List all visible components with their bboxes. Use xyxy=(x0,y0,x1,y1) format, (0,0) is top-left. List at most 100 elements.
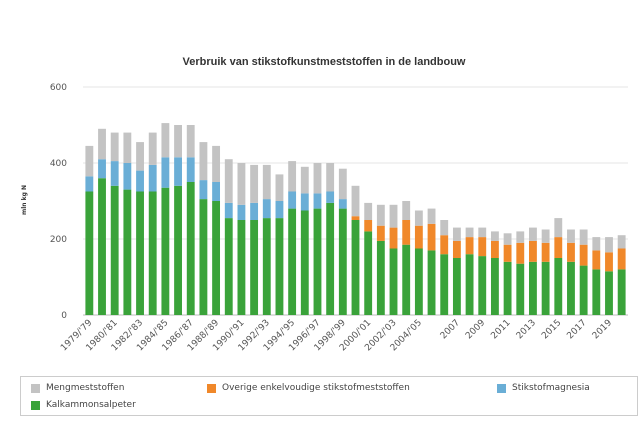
bar-segment[interactable] xyxy=(440,220,449,236)
bar-segment[interactable] xyxy=(98,128,106,160)
bar-segment[interactable] xyxy=(275,218,284,315)
bar-segment[interactable] xyxy=(199,142,208,181)
bar-segment[interactable] xyxy=(490,240,499,258)
bar-segment[interactable] xyxy=(174,125,182,158)
bar-segment[interactable] xyxy=(465,227,474,238)
bar-segment[interactable] xyxy=(402,201,411,220)
bar-segment[interactable] xyxy=(300,210,309,316)
bar-segment[interactable] xyxy=(161,157,170,188)
bar-segment[interactable] xyxy=(567,242,575,262)
bar-segment[interactable] xyxy=(414,210,423,226)
bar-segment[interactable] xyxy=(326,191,335,203)
bar-segment[interactable] xyxy=(110,161,119,186)
bar-segment[interactable] xyxy=(414,225,423,249)
bar-segment[interactable] xyxy=(617,248,626,270)
bar-segment[interactable] xyxy=(605,271,613,315)
bar-segment[interactable] xyxy=(389,204,398,228)
bar-segment[interactable] xyxy=(110,132,119,162)
bar-segment[interactable] xyxy=(402,220,411,245)
bar-segment[interactable] xyxy=(541,229,550,243)
bar-segment[interactable] xyxy=(592,237,601,251)
bar-segment[interactable] xyxy=(237,163,246,205)
bar-segment[interactable] xyxy=(490,231,499,241)
bar-segment[interactable] xyxy=(262,199,271,219)
bar-segment[interactable] xyxy=(554,218,563,238)
bar-segment[interactable] xyxy=(250,220,259,315)
bar-segment[interactable] xyxy=(300,193,309,211)
bar-segment[interactable] xyxy=(579,229,588,245)
bar-segment[interactable] xyxy=(351,185,360,217)
bar-segment[interactable] xyxy=(516,231,525,243)
bar-segment[interactable] xyxy=(503,244,512,262)
bar-segment[interactable] xyxy=(351,216,360,220)
bar-segment[interactable] xyxy=(123,132,132,163)
bar-segment[interactable] xyxy=(605,237,613,253)
bar-segment[interactable] xyxy=(490,258,499,315)
bar-segment[interactable] xyxy=(300,166,309,194)
bar-segment[interactable] xyxy=(364,231,373,315)
bar-segment[interactable] xyxy=(579,244,588,266)
bar-segment[interactable] xyxy=(567,229,575,243)
bar-segment[interactable] xyxy=(605,252,613,272)
bar-segment[interactable] xyxy=(224,202,233,219)
bar-segment[interactable] xyxy=(275,174,284,201)
bar-segment[interactable] xyxy=(174,185,182,315)
bar-segment[interactable] xyxy=(503,261,512,315)
bar-segment[interactable] xyxy=(250,202,259,220)
bar-segment[interactable] xyxy=(237,204,246,220)
bar-segment[interactable] xyxy=(516,242,525,264)
bar-segment[interactable] xyxy=(389,227,398,249)
bar-segment[interactable] xyxy=(427,250,436,315)
bar-segment[interactable] xyxy=(617,235,626,249)
bar-segment[interactable] xyxy=(452,240,461,258)
bar-segment[interactable] xyxy=(567,261,575,315)
bar-segment[interactable] xyxy=(123,163,132,190)
bar-segment[interactable] xyxy=(288,191,297,209)
bar-segment[interactable] xyxy=(224,159,233,203)
bar-segment[interactable] xyxy=(148,164,157,192)
bar-segment[interactable] xyxy=(465,254,474,315)
bar-segment[interactable] xyxy=(199,180,208,200)
bar-segment[interactable] xyxy=(136,170,144,192)
bar-segment[interactable] xyxy=(212,182,221,201)
bar-segment[interactable] xyxy=(338,208,347,315)
bar-segment[interactable] xyxy=(199,199,208,315)
bar-segment[interactable] xyxy=(478,237,487,257)
bar-segment[interactable] xyxy=(123,189,132,315)
bar-segment[interactable] xyxy=(541,242,550,262)
bar-segment[interactable] xyxy=(554,237,563,258)
legend-item-kalkammonsalpeter[interactable]: Kalkammonsalpeter xyxy=(31,400,136,410)
bar-segment[interactable] xyxy=(592,250,601,270)
bar-segment[interactable] xyxy=(313,208,322,315)
bar-segment[interactable] xyxy=(541,261,550,315)
bar-segment[interactable] xyxy=(186,157,195,182)
bar-segment[interactable] xyxy=(250,164,259,203)
bar-segment[interactable] xyxy=(85,145,94,177)
legend-item-overige-enkelvoudige[interactable]: Overige enkelvoudige stikstofmeststoffen xyxy=(207,383,410,393)
bar-segment[interactable] xyxy=(85,176,94,192)
bar-segment[interactable] xyxy=(161,123,170,158)
bar-segment[interactable] xyxy=(427,208,436,224)
bar-segment[interactable] xyxy=(529,240,537,262)
bar-segment[interactable] xyxy=(452,258,461,315)
bar-segment[interactable] xyxy=(465,237,474,255)
bar-segment[interactable] xyxy=(529,227,537,241)
bar-segment[interactable] xyxy=(212,145,221,182)
bar-segment[interactable] xyxy=(313,193,322,209)
bar-segment[interactable] xyxy=(288,161,297,192)
bar-segment[interactable] xyxy=(148,191,157,316)
bar-segment[interactable] xyxy=(161,187,170,315)
bar-segment[interactable] xyxy=(338,199,347,209)
bar-segment[interactable] xyxy=(186,125,195,158)
bar-segment[interactable] xyxy=(85,191,94,316)
bar-segment[interactable] xyxy=(554,258,563,315)
bar-segment[interactable] xyxy=(529,261,537,315)
bar-segment[interactable] xyxy=(98,159,106,179)
bar-segment[interactable] xyxy=(174,157,182,186)
bar-segment[interactable] xyxy=(98,178,106,315)
bar-segment[interactable] xyxy=(275,201,284,219)
bar-segment[interactable] xyxy=(237,220,246,315)
bar-segment[interactable] xyxy=(313,163,322,194)
legend-item-stikstofmagnesia[interactable]: Stikstofmagnesia xyxy=(497,383,590,393)
bar-segment[interactable] xyxy=(427,223,436,251)
